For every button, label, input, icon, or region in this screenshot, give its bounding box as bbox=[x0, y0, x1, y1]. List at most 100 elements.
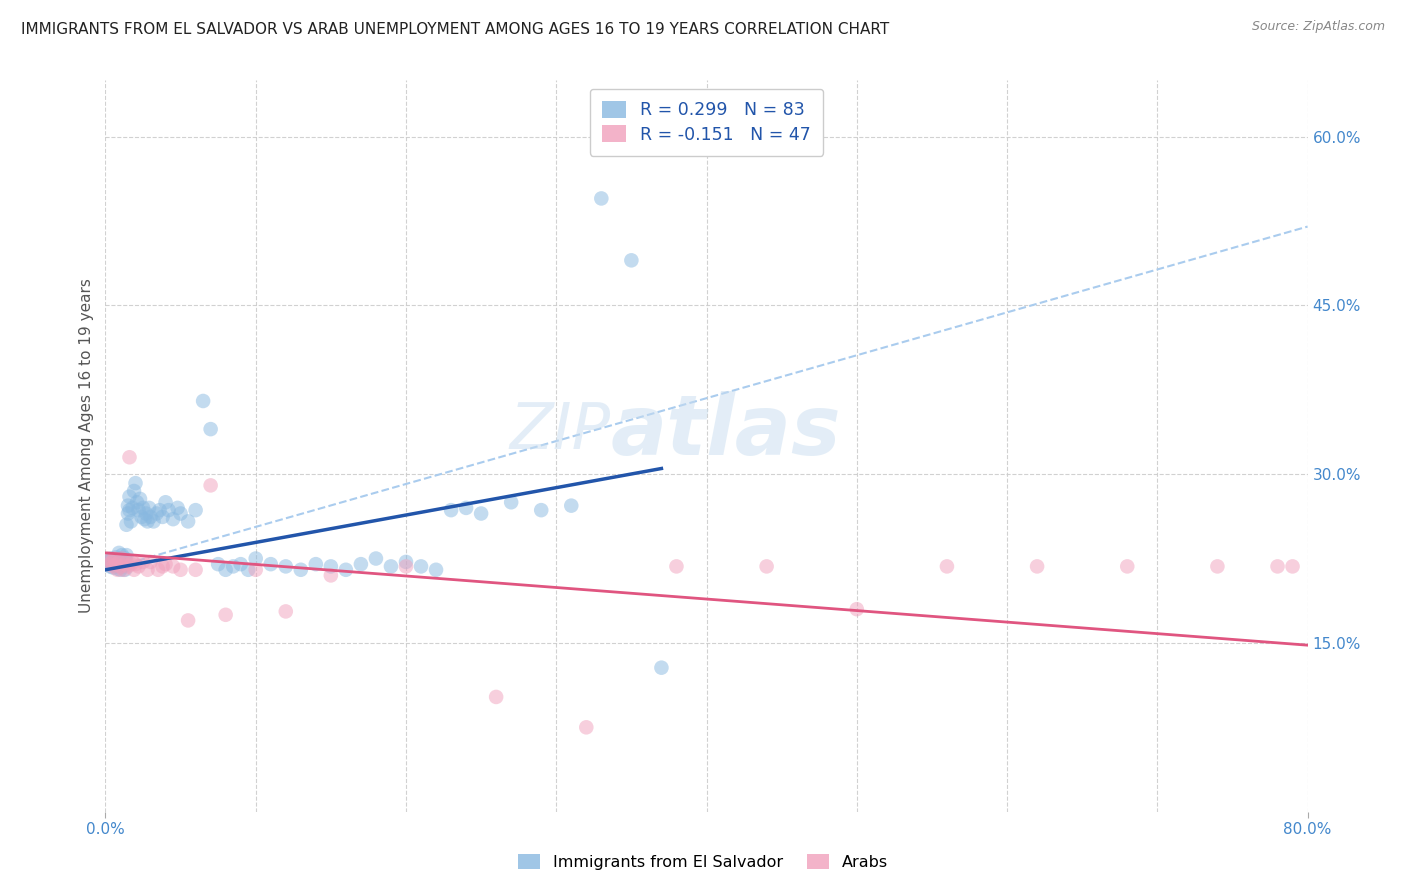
Point bbox=[107, 563, 129, 577]
Point bbox=[319, 559, 342, 574]
Point bbox=[845, 602, 868, 616]
Point bbox=[110, 559, 132, 574]
Point bbox=[245, 563, 267, 577]
Point bbox=[104, 556, 127, 570]
Point bbox=[142, 515, 165, 529]
Point bbox=[1026, 559, 1049, 574]
Point bbox=[530, 503, 553, 517]
Point bbox=[101, 555, 124, 569]
Point bbox=[101, 560, 124, 574]
Point bbox=[1267, 559, 1289, 574]
Point bbox=[100, 557, 122, 571]
Point bbox=[118, 450, 141, 465]
Point bbox=[229, 557, 252, 571]
Point bbox=[470, 507, 492, 521]
Point bbox=[103, 554, 125, 568]
Point bbox=[100, 555, 122, 569]
Point bbox=[120, 557, 142, 571]
Point bbox=[335, 563, 357, 577]
Point bbox=[191, 394, 214, 409]
Point bbox=[245, 551, 267, 566]
Point bbox=[115, 555, 138, 569]
Point bbox=[108, 546, 131, 560]
Point bbox=[136, 515, 159, 529]
Point bbox=[118, 503, 141, 517]
Point bbox=[200, 422, 222, 436]
Point bbox=[146, 563, 169, 577]
Point bbox=[177, 515, 200, 529]
Point bbox=[114, 551, 136, 566]
Point bbox=[117, 499, 139, 513]
Point bbox=[111, 551, 134, 566]
Point bbox=[114, 563, 136, 577]
Point bbox=[620, 253, 643, 268]
Point bbox=[107, 555, 129, 569]
Point bbox=[125, 495, 148, 509]
Point bbox=[115, 548, 138, 562]
Point bbox=[395, 559, 418, 574]
Point bbox=[184, 563, 207, 577]
Point bbox=[103, 558, 125, 573]
Point bbox=[97, 551, 120, 566]
Point bbox=[101, 559, 124, 574]
Point bbox=[166, 500, 188, 515]
Y-axis label: Unemployment Among Ages 16 to 19 years: Unemployment Among Ages 16 to 19 years bbox=[79, 278, 94, 614]
Point bbox=[103, 551, 125, 566]
Point bbox=[290, 563, 312, 577]
Point bbox=[107, 562, 129, 576]
Point bbox=[108, 559, 131, 574]
Point bbox=[155, 557, 177, 571]
Point bbox=[129, 491, 152, 506]
Point bbox=[650, 661, 672, 675]
Point bbox=[425, 563, 447, 577]
Point bbox=[200, 478, 222, 492]
Text: ZIP: ZIP bbox=[509, 401, 610, 462]
Point bbox=[936, 559, 959, 574]
Point bbox=[135, 507, 157, 521]
Point bbox=[115, 517, 138, 532]
Point bbox=[122, 563, 145, 577]
Point bbox=[124, 557, 146, 571]
Point bbox=[117, 507, 139, 521]
Point bbox=[100, 551, 122, 566]
Point bbox=[169, 563, 191, 577]
Point bbox=[152, 509, 174, 524]
Text: IMMIGRANTS FROM EL SALVADOR VS ARAB UNEMPLOYMENT AMONG AGES 16 TO 19 YEARS CORRE: IMMIGRANTS FROM EL SALVADOR VS ARAB UNEM… bbox=[21, 22, 890, 37]
Point bbox=[157, 503, 180, 517]
Point bbox=[162, 559, 184, 574]
Point bbox=[409, 559, 432, 574]
Text: Source: ZipAtlas.com: Source: ZipAtlas.com bbox=[1251, 20, 1385, 33]
Point bbox=[98, 559, 121, 574]
Point bbox=[155, 495, 177, 509]
Point bbox=[128, 503, 150, 517]
Point bbox=[575, 720, 598, 734]
Point bbox=[139, 555, 162, 569]
Point bbox=[97, 555, 120, 569]
Point bbox=[274, 604, 297, 618]
Point bbox=[121, 500, 143, 515]
Point bbox=[98, 552, 121, 566]
Point bbox=[145, 507, 167, 521]
Point bbox=[118, 490, 141, 504]
Point bbox=[136, 563, 159, 577]
Point bbox=[440, 503, 463, 517]
Point bbox=[148, 503, 170, 517]
Point bbox=[319, 568, 342, 582]
Point bbox=[114, 557, 136, 571]
Point bbox=[222, 559, 245, 574]
Point bbox=[177, 614, 200, 628]
Point bbox=[110, 563, 132, 577]
Point bbox=[134, 512, 156, 526]
Point bbox=[124, 476, 146, 491]
Point bbox=[131, 509, 153, 524]
Legend: R = 0.299   N = 83, R = -0.151   N = 47: R = 0.299 N = 83, R = -0.151 N = 47 bbox=[591, 89, 823, 156]
Point bbox=[121, 555, 143, 569]
Point bbox=[104, 557, 127, 571]
Text: atlas: atlas bbox=[610, 391, 841, 472]
Point bbox=[238, 563, 260, 577]
Point bbox=[274, 559, 297, 574]
Point bbox=[112, 563, 135, 577]
Point bbox=[380, 559, 402, 574]
Point bbox=[260, 557, 283, 571]
Point bbox=[207, 557, 229, 571]
